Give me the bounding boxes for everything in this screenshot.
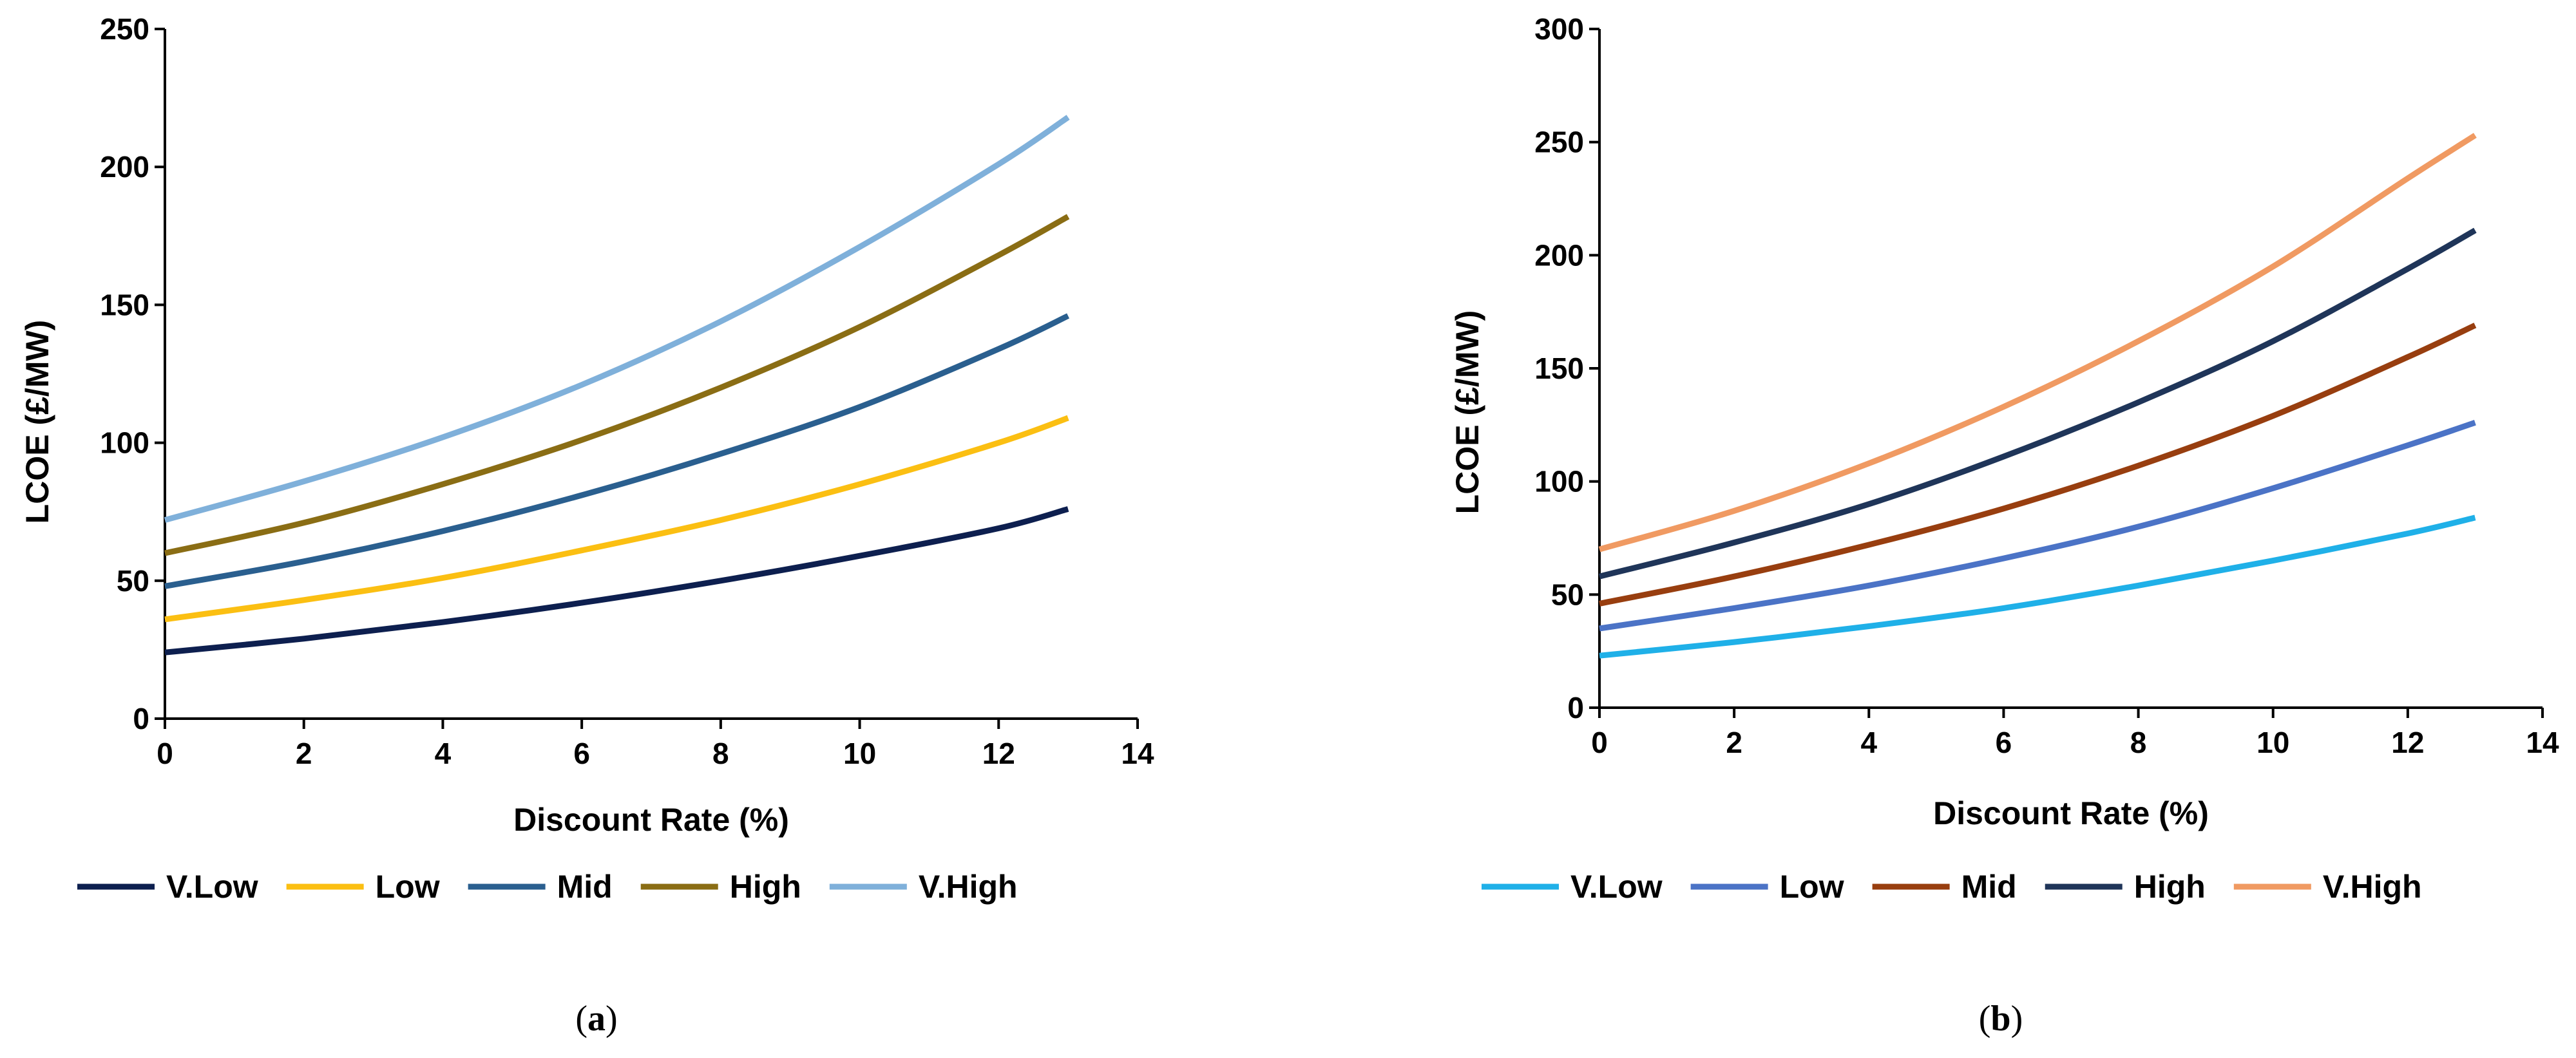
y-tick-label-b: 250 [1534,126,1584,159]
series-line-b-vhigh [1598,133,2477,553]
x-tick-label-b: 12 [2391,726,2424,759]
y-tick-label-a: 0 [133,702,149,735]
legend-a: V.Low Low Mid High V.High [77,869,1018,905]
legend-label-a-high: High [730,869,801,905]
y-axis-title-a: LCOE (£/MW) [19,320,55,524]
legend-label-a-low: Low [376,869,440,905]
panel-caption-a: (a) [575,999,617,1039]
x-tick-label-a: 10 [843,737,876,770]
legend-item-b-mid: Mid [1872,869,2017,905]
plot-area-a: 0 50 100 150 200 250 0 2 4 6 8 10 12 14 [100,12,1154,770]
y-tick-label-b: 100 [1534,465,1584,498]
caption-letter-a: a [587,999,606,1039]
series-line-b-vlow [1599,515,2476,659]
legend-b: V.Low Low Mid High V.High [1482,869,2422,905]
legend-label-b-mid: Mid [1961,869,2017,905]
x-tick-label-a: 8 [712,737,729,770]
legend-label-b-low: Low [1780,869,1844,905]
x-axis-title-a: Discount Rate (%) [513,802,789,838]
plot-area-b: 0 50 100 150 200 250 300 0 2 4 6 8 10 12 14 [1534,12,2559,759]
series-line-a-vlow [164,506,1069,656]
legend-item-b-vlow: V.Low [1482,869,1663,905]
x-tick-label-a: 0 [157,737,173,770]
y-tick-label-b: 150 [1534,352,1584,385]
series-line-a-vhigh [164,115,1070,523]
x-tick-label-a: 2 [296,737,312,770]
legend-item-a-mid: Mid [468,869,613,905]
legend-label-a-vlow: V.Low [166,869,258,905]
legend-item-b-high: High [2045,869,2206,905]
y-tick-label-a: 100 [100,426,149,460]
y-tick-label-a: 150 [100,288,149,321]
x-tick-label-b: 6 [1996,726,2012,759]
series-line-a-mid [164,313,1070,589]
x-tick-label-b: 2 [1726,726,1742,759]
y-tick-label-a: 200 [100,150,149,184]
legend-item-b-vhigh: V.High [2233,869,2422,905]
legend-label-b-high: High [2134,869,2206,905]
y-tick-label-a: 50 [117,564,149,598]
x-tick-label-a: 4 [435,737,452,770]
y-tick-label-b: 200 [1534,238,1584,272]
x-tick-label-a: 12 [982,737,1015,770]
x-tick-label-b: 14 [2526,726,2559,759]
series-line-b-high [1598,227,2477,580]
legend-item-a-high: High [640,869,801,905]
y-axis-title-b: LCOE (£/MW) [1449,310,1485,515]
legend-label-a-mid: Mid [557,869,613,905]
y-tick-label-b: 50 [1551,578,1584,611]
legend-item-b-low: Low [1690,869,1844,905]
y-tick-label-b: 0 [1567,691,1584,724]
panel-caption-b: (b) [1979,999,2023,1039]
x-tick-label-a: 14 [1121,737,1154,770]
x-tick-label-b: 4 [1860,726,1877,759]
legend-item-a-low: Low [286,869,440,905]
x-axis-title-b: Discount Rate (%) [1933,795,2209,831]
y-tick-label-b: 300 [1534,12,1584,46]
x-tick-label-b: 10 [2256,726,2289,759]
legend-label-b-vlow: V.Low [1570,869,1663,905]
series-line-a-low [164,415,1069,623]
chart-panel-a: 0 50 100 150 200 250 0 2 4 6 8 10 12 14 Discount Rate… [19,12,1154,1039]
chart-panel-b: 0 50 100 150 200 250 300 0 2 4 6 8 10 12 14 Discount R… [1449,12,2559,1039]
caption-letter-b: b [1990,999,2010,1039]
legend-item-a-vhigh: V.High [829,869,1018,905]
legend-item-a-vlow: V.Low [77,869,258,905]
x-tick-label-b: 0 [1591,726,1608,759]
series-line-b-mid [1599,323,2477,607]
series-line-a-high [164,214,1070,556]
y-tick-label-a: 250 [100,12,149,46]
x-tick-label-b: 8 [2130,726,2147,759]
legend-label-b-vhigh: V.High [2323,869,2422,905]
series-line-b-low [1599,420,2476,632]
x-tick-label-a: 6 [573,737,590,770]
legend-label-a-vhigh: V.High [919,869,1018,905]
